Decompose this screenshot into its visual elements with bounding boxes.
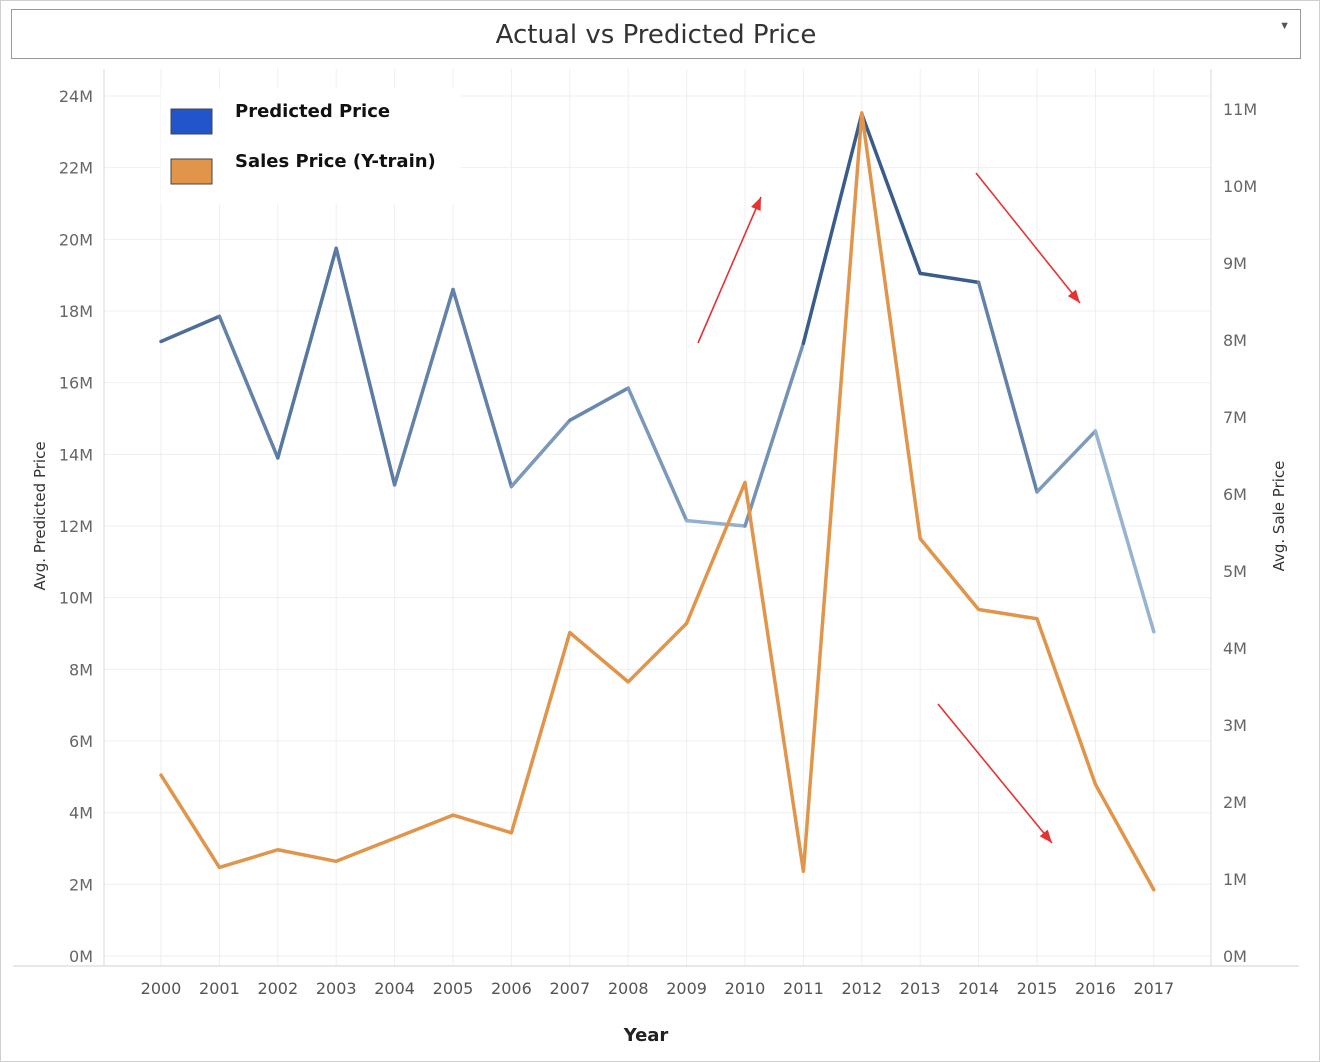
y2-tick-label: 7M bbox=[1223, 408, 1247, 427]
x-tick-label: 2009 bbox=[666, 979, 707, 998]
y-tick-label: 6M bbox=[69, 732, 93, 751]
x-tick-label: 2000 bbox=[141, 979, 182, 998]
y-tick-label: 20M bbox=[59, 230, 93, 249]
x-tick-label: 2001 bbox=[199, 979, 240, 998]
y2-tick-label: 1M bbox=[1223, 870, 1247, 889]
predicted-price-segment bbox=[217, 314, 280, 460]
x-tick-label: 2004 bbox=[374, 979, 415, 998]
predicted-price-segment bbox=[801, 112, 864, 345]
x-tick-label: 2005 bbox=[433, 979, 474, 998]
y2-tick-label: 2M bbox=[1223, 793, 1247, 812]
predicted-price-segment bbox=[976, 280, 1039, 494]
x-tick-label: 2006 bbox=[491, 979, 532, 998]
y2-axis-title: Avg. Sale Price bbox=[1270, 461, 1288, 572]
annotation-arrow bbox=[697, 196, 762, 344]
predicted-price-segment bbox=[1093, 429, 1156, 634]
y2-tick-label: 11M bbox=[1223, 100, 1257, 119]
x-tick-label: 2017 bbox=[1133, 979, 1174, 998]
y-tick-label: 14M bbox=[59, 445, 93, 464]
predicted-price-segment bbox=[451, 287, 514, 489]
legend-label: Predicted Price bbox=[235, 101, 390, 122]
predicted-price-segment bbox=[334, 246, 397, 487]
y2-tick-label: 4M bbox=[1223, 639, 1247, 658]
y-tick-label: 16M bbox=[59, 374, 93, 393]
annotation-arrow-head bbox=[1067, 289, 1080, 303]
chart-title: Actual vs Predicted Price bbox=[495, 20, 817, 50]
x-tick-label: 2012 bbox=[841, 979, 882, 998]
y-tick-label: 18M bbox=[59, 302, 93, 321]
predicted-price-segment bbox=[918, 271, 981, 285]
y2-tick-label: 5M bbox=[1223, 562, 1247, 581]
y2-tick-label: 0M bbox=[1223, 947, 1247, 966]
x-tick-label: 2016 bbox=[1075, 979, 1116, 998]
x-tick-label: 2003 bbox=[316, 979, 357, 998]
x-tick-label: 2015 bbox=[1017, 979, 1058, 998]
y-tick-label: 12M bbox=[59, 517, 93, 536]
x-tick-label: 2008 bbox=[608, 979, 649, 998]
legend-swatch bbox=[170, 108, 213, 135]
y2-tick-label: 3M bbox=[1223, 716, 1247, 735]
sales-price-line bbox=[159, 111, 1156, 892]
y-tick-label: 2M bbox=[69, 875, 93, 894]
legend-swatch bbox=[170, 158, 213, 185]
legend-background bbox=[161, 89, 461, 204]
y-axis-title: Avg. Predicted Price bbox=[31, 441, 49, 590]
y-tick-label: 8M bbox=[69, 660, 93, 679]
x-tick-label: 2011 bbox=[783, 979, 824, 998]
predicted-price-segment bbox=[743, 341, 806, 528]
y2-tick-label: 9M bbox=[1223, 254, 1247, 273]
predicted-price-segment bbox=[392, 287, 455, 487]
predicted-price-segment bbox=[276, 246, 338, 460]
predicted-price-segment bbox=[159, 314, 222, 344]
y-tick-label: 22M bbox=[59, 159, 93, 178]
y-tick-label: 4M bbox=[69, 804, 93, 823]
title-box: Actual vs Predicted Price ▼ bbox=[11, 9, 1301, 59]
annotation-arrow-head bbox=[751, 197, 761, 211]
annotation-arrow bbox=[975, 172, 1081, 304]
y-tick-label: 0M bbox=[69, 947, 93, 966]
annotation-arrows bbox=[697, 172, 1081, 844]
axes: 0M 2M 4M 6M 8M 10M 12M 14M 16M 18M 20M 22M 24M 0M 1M 2M… bbox=[13, 69, 1299, 1046]
x-tick-label: 2014 bbox=[958, 979, 999, 998]
y-tick-label: 10M bbox=[59, 589, 93, 608]
legend: Predicted Price Sales Price (Y-train) bbox=[161, 89, 461, 204]
x-tick-label: 2007 bbox=[549, 979, 590, 998]
x-axis-title: Year bbox=[623, 1025, 669, 1046]
predicted-price-segment bbox=[568, 386, 630, 423]
predicted-price-segment bbox=[860, 112, 922, 276]
annotation-arrow-head bbox=[1039, 829, 1052, 843]
x-tick-label: 2013 bbox=[900, 979, 941, 998]
y2-tick-label: 8M bbox=[1223, 331, 1247, 350]
y-tick-label: 24M bbox=[59, 87, 93, 106]
predicted-price-segment bbox=[684, 518, 747, 528]
x-tick-label: 2010 bbox=[725, 979, 766, 998]
y2-tick-label: 6M bbox=[1223, 485, 1247, 504]
x-tick-label: 2002 bbox=[257, 979, 298, 998]
series-lines bbox=[159, 111, 1156, 892]
annotation-arrow bbox=[937, 703, 1053, 844]
legend-label: Sales Price (Y-train) bbox=[235, 151, 436, 172]
y2-tick-label: 10M bbox=[1223, 177, 1257, 196]
dropdown-caret-icon[interactable]: ▼ bbox=[1279, 20, 1290, 32]
predicted-price-segment bbox=[1035, 429, 1098, 494]
predicted-price-segment bbox=[509, 418, 572, 489]
predicted-price-segment bbox=[626, 386, 689, 523]
